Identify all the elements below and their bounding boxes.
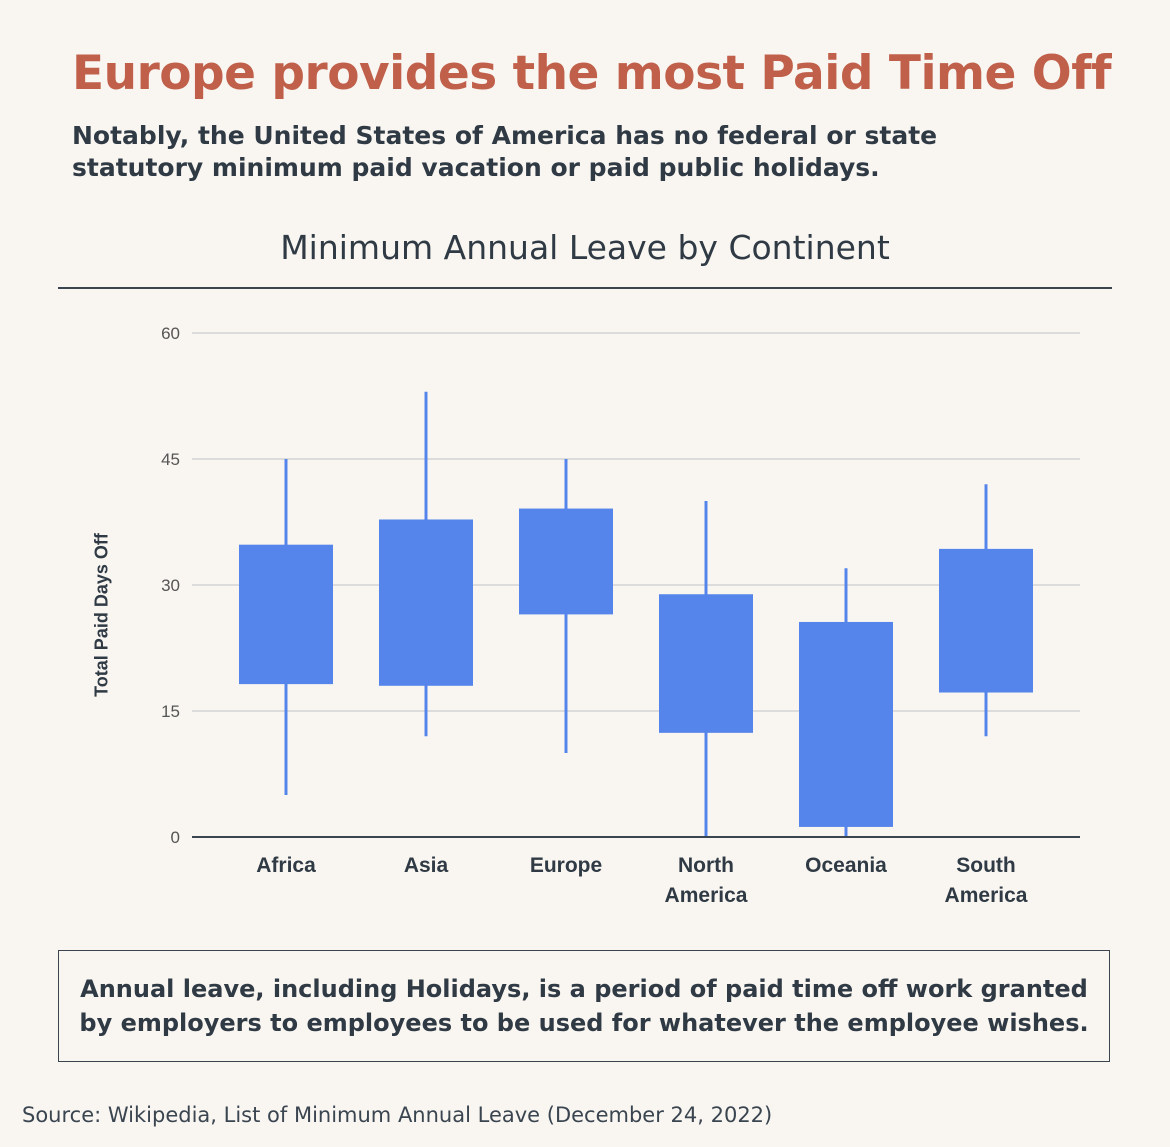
- x-tick-label: America: [665, 884, 748, 907]
- source-citation: Source: Wikipedia, List of Minimum Annua…: [22, 1103, 773, 1127]
- x-tick-label: Europe: [530, 854, 602, 877]
- box-south-america: [939, 548, 1033, 693]
- definition-note-box: Annual leave, including Holidays, is a p…: [58, 950, 1110, 1062]
- x-tick-label: Africa: [256, 854, 316, 877]
- x-tick-label: Asia: [404, 854, 449, 877]
- y-tick-label: 60: [161, 324, 180, 343]
- box-plot-chart: 0 15 30 45 60 Africa Asia Europe North America Oce…: [161, 324, 1080, 907]
- x-tick-label: South: [956, 854, 1015, 877]
- box-africa: [239, 544, 333, 685]
- box-oceania: [799, 621, 893, 827]
- box-europe: [519, 508, 613, 615]
- y-tick-label: 45: [161, 450, 180, 469]
- x-tick-label: North: [678, 854, 734, 877]
- chart-title: Minimum Annual Leave by Continent: [280, 228, 890, 267]
- definition-note-text: Annual leave, including Holidays, is a p…: [79, 975, 1089, 1037]
- headline: Europe provides the most Paid Time Off: [72, 46, 1112, 101]
- box-north-america: [659, 594, 753, 733]
- y-tick-label: 0: [171, 828, 180, 847]
- x-tick-label: America: [945, 884, 1028, 907]
- box-asia: [379, 519, 473, 686]
- title-divider: [58, 287, 1112, 289]
- subheadline: Notably, the United States of America ha…: [72, 121, 938, 182]
- y-tick-label: 30: [161, 576, 180, 595]
- x-tick-label: Oceania: [805, 854, 887, 877]
- y-tick-label: 15: [161, 702, 180, 721]
- y-axis-label: Total Paid Days Off: [91, 533, 112, 697]
